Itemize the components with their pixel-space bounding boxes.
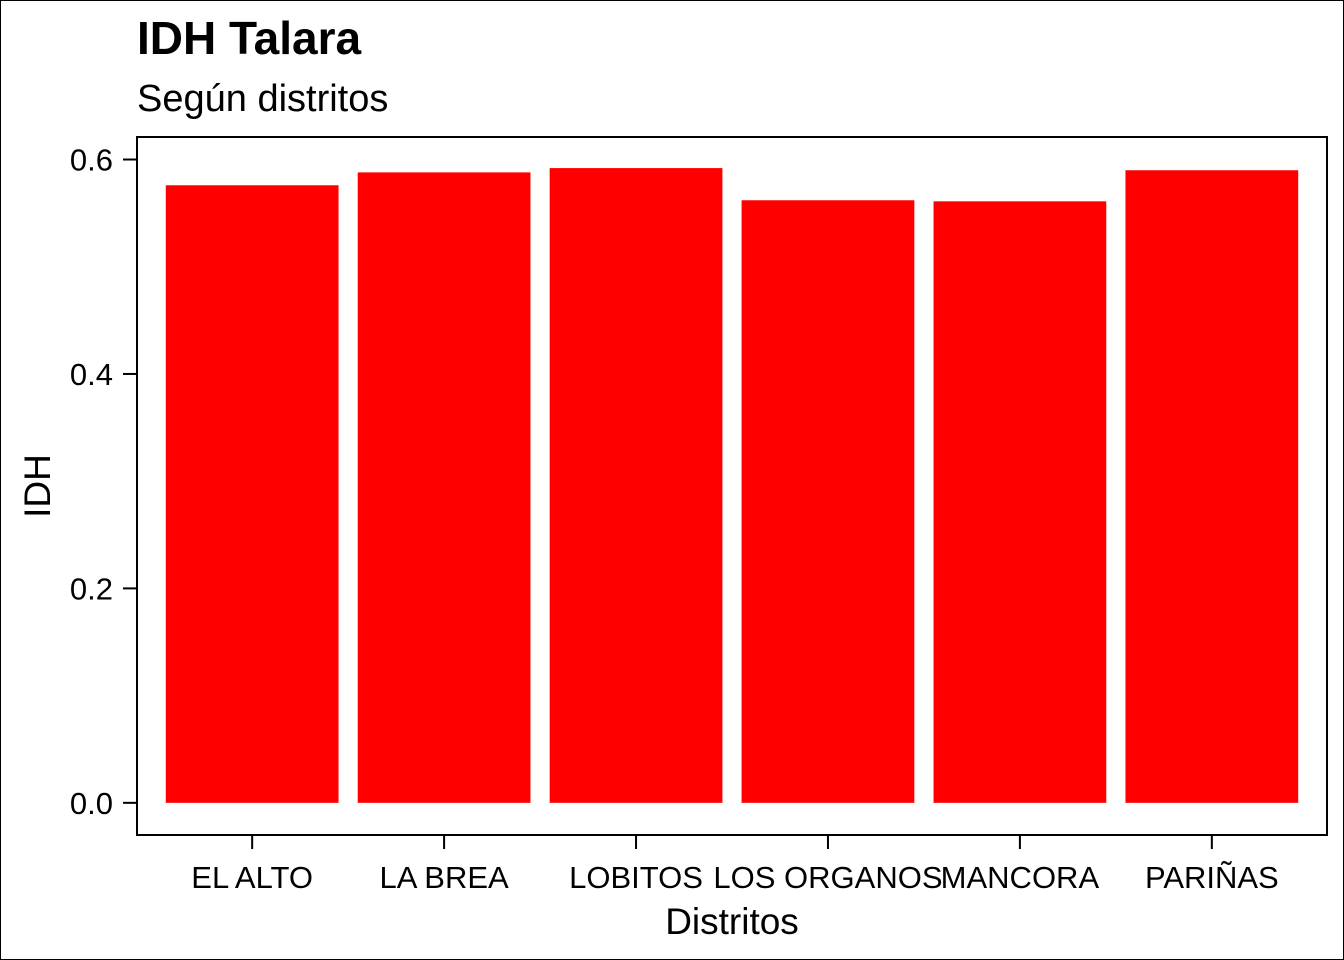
- bar-lobitos: [549, 168, 723, 803]
- x-tick-label: EL ALTO: [191, 860, 313, 895]
- y-axis: 0.0 0.2 0.4 0.6: [70, 143, 137, 821]
- x-tick-label: LOS ORGANOS: [713, 860, 942, 895]
- chart-title: IDH Talara: [137, 12, 362, 64]
- bar-pariñas: [1125, 170, 1299, 803]
- bar-los-organos: [741, 200, 915, 803]
- y-tick-label: 0.2: [70, 571, 113, 606]
- x-tick-label: MANCORA: [941, 860, 1100, 895]
- x-tick-label: PARIÑAS: [1145, 860, 1279, 895]
- bar-el-alto: [165, 185, 339, 803]
- x-tick-label: LOBITOS: [569, 860, 703, 895]
- y-tick-label: 0.0: [70, 786, 113, 821]
- x-tick-label: LA BREA: [379, 860, 509, 895]
- bar-mancora: [933, 201, 1107, 803]
- y-tick-label: 0.6: [70, 143, 113, 178]
- bars-layer: [165, 168, 1299, 803]
- y-axis-title: IDH: [17, 454, 58, 518]
- bar-la-brea: [357, 172, 531, 803]
- x-axis-title: Distritos: [665, 901, 799, 942]
- plot-panel-border: [136, 136, 1328, 836]
- y-tick-label: 0.4: [70, 357, 113, 392]
- chart-subtitle: Según distritos: [137, 78, 388, 120]
